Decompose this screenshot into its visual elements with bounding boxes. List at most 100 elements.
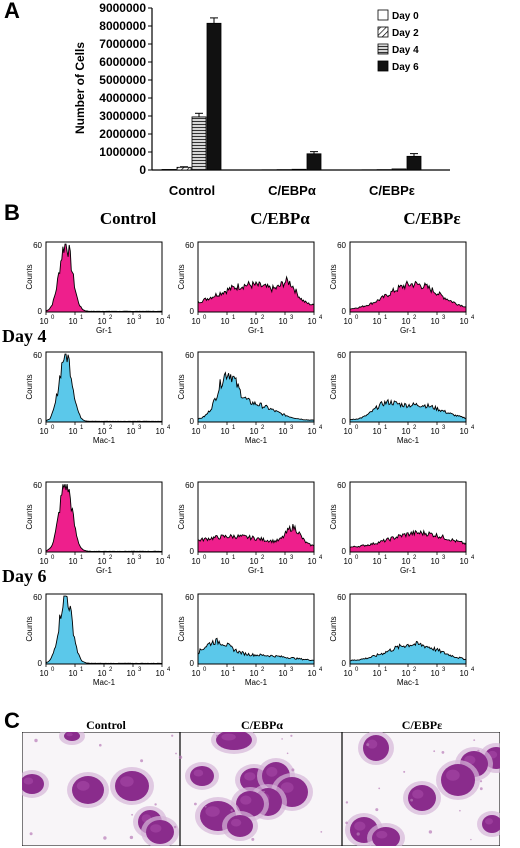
x-tick-exponent: 3 xyxy=(442,425,446,431)
x-tick-exponent: 2 xyxy=(261,315,265,321)
x-tick-label: 10 xyxy=(344,317,353,326)
x-axis-label: Mac-1 xyxy=(93,436,116,445)
x-tick-label: 10 xyxy=(127,317,136,326)
x-axis-label: Mac-1 xyxy=(397,436,420,445)
cell-nucleus xyxy=(146,820,174,844)
x-axis-label: Mac-1 xyxy=(245,678,268,687)
y-tick-label: 0 xyxy=(38,659,43,668)
x-tick-label: 10 xyxy=(402,669,411,678)
legend-swatch xyxy=(377,60,389,72)
histogram-fill xyxy=(45,483,163,553)
x-tick-exponent: 3 xyxy=(138,315,142,321)
x-tick-label: 10 xyxy=(279,557,288,566)
x-axis-label: Gr-1 xyxy=(400,566,417,575)
y-tick-label: 60 xyxy=(337,593,346,602)
y-tick-label: 60 xyxy=(337,351,346,360)
micro-label-cebpe: C/EBPε xyxy=(401,718,443,732)
y-tick-label: 0 xyxy=(342,417,347,426)
x-tick-exponent: 0 xyxy=(203,555,207,561)
x-tick-label: 10 xyxy=(344,427,353,436)
x-tick-exponent: 4 xyxy=(471,555,474,561)
y-tick-label: 0 xyxy=(190,307,195,316)
x-tick-label: 10 xyxy=(431,557,440,566)
x-tick-exponent: 1 xyxy=(80,555,84,561)
x-tick-exponent: 0 xyxy=(355,425,359,431)
x-tick-exponent: 3 xyxy=(290,315,294,321)
x-tick-label: 10 xyxy=(156,669,165,678)
x-tick-label: 10 xyxy=(98,557,107,566)
y-tick-label: 6000000 xyxy=(99,55,146,69)
bar-chart: Number of Cells 0 1000000 2000000 3000000 40… xyxy=(73,1,450,198)
histogram-fill xyxy=(45,243,163,313)
y-tick-label: 5000000 xyxy=(99,73,146,87)
x-tick-label: 10 xyxy=(373,317,382,326)
x-tick-label: 10 xyxy=(221,317,230,326)
x-tick-exponent: 2 xyxy=(109,425,113,431)
x-tick-label: 10 xyxy=(460,557,469,566)
cell-nucleus xyxy=(227,815,253,837)
x-tick-label: 10 xyxy=(156,427,165,436)
x-axis-label: Gr-1 xyxy=(248,326,265,335)
x-tick-label: 10 xyxy=(308,557,317,566)
x-tick-exponent: 1 xyxy=(80,315,84,321)
legend-swatch xyxy=(377,9,389,21)
legend-swatch xyxy=(377,43,389,55)
x-tick-label: 10 xyxy=(98,427,107,436)
x-tick-exponent: 4 xyxy=(471,315,474,321)
x-tick-exponent: 4 xyxy=(167,555,170,561)
x-tick-exponent: 1 xyxy=(232,667,236,673)
micrograph-strip xyxy=(22,732,500,846)
y-tick-label: 0 xyxy=(190,417,195,426)
micro-label-control: Control xyxy=(86,718,126,732)
x-tick-label: 10 xyxy=(69,317,78,326)
panel-label-b: B xyxy=(4,200,20,225)
y-axis-label: Counts xyxy=(25,374,34,399)
x-tick-exponent: 0 xyxy=(355,315,359,321)
x-tick-exponent: 4 xyxy=(319,315,322,321)
x-axis-label: Mac-1 xyxy=(245,436,268,445)
y-axis-label: Counts xyxy=(25,504,34,529)
y-tick-label: 60 xyxy=(33,351,42,360)
y-axis-label: Counts xyxy=(177,374,186,399)
x-tick-label: 10 xyxy=(69,427,78,436)
x-tick-exponent: 3 xyxy=(290,555,294,561)
bar xyxy=(161,169,177,171)
x-axis-label: Gr-1 xyxy=(248,566,265,575)
x-axis-label: Gr-1 xyxy=(96,326,113,335)
x-tick-label: 10 xyxy=(402,317,411,326)
y-tick-label: 60 xyxy=(185,481,194,490)
y-tick-label: 0 xyxy=(190,659,195,668)
x-tick-exponent: 1 xyxy=(232,555,236,561)
y-axis-label: Counts xyxy=(177,264,186,289)
y-tick-label: 60 xyxy=(185,351,194,360)
y-tick-label: 0 xyxy=(38,417,43,426)
histogram-fill xyxy=(45,353,163,423)
x-tick-label: 10 xyxy=(98,317,107,326)
x-tick-exponent: 1 xyxy=(384,315,388,321)
x-tick-label: 10 xyxy=(40,557,49,566)
x-tick-exponent: 0 xyxy=(203,425,207,431)
x-tick-label: 10 xyxy=(373,557,382,566)
x-tick-label: 10 xyxy=(308,317,317,326)
y-tick-label: 0 xyxy=(38,547,43,556)
x-category-label: C/EBPα xyxy=(268,183,316,198)
micro-label-cebpa: C/EBPα xyxy=(240,718,284,732)
y-tick-label: 3000000 xyxy=(99,109,146,123)
y-tick-label: 60 xyxy=(33,593,42,602)
x-tick-exponent: 0 xyxy=(355,667,359,673)
y-tick-label: 0 xyxy=(342,307,347,316)
x-tick-label: 10 xyxy=(250,317,259,326)
bar xyxy=(206,22,222,171)
legend-label: Day 4 xyxy=(392,45,419,56)
x-tick-exponent: 2 xyxy=(109,315,113,321)
y-axis-label: Counts xyxy=(177,616,186,641)
y-tick-label: 60 xyxy=(337,241,346,250)
x-tick-label: 10 xyxy=(221,557,230,566)
x-category-label: C/EBPε xyxy=(369,183,415,198)
